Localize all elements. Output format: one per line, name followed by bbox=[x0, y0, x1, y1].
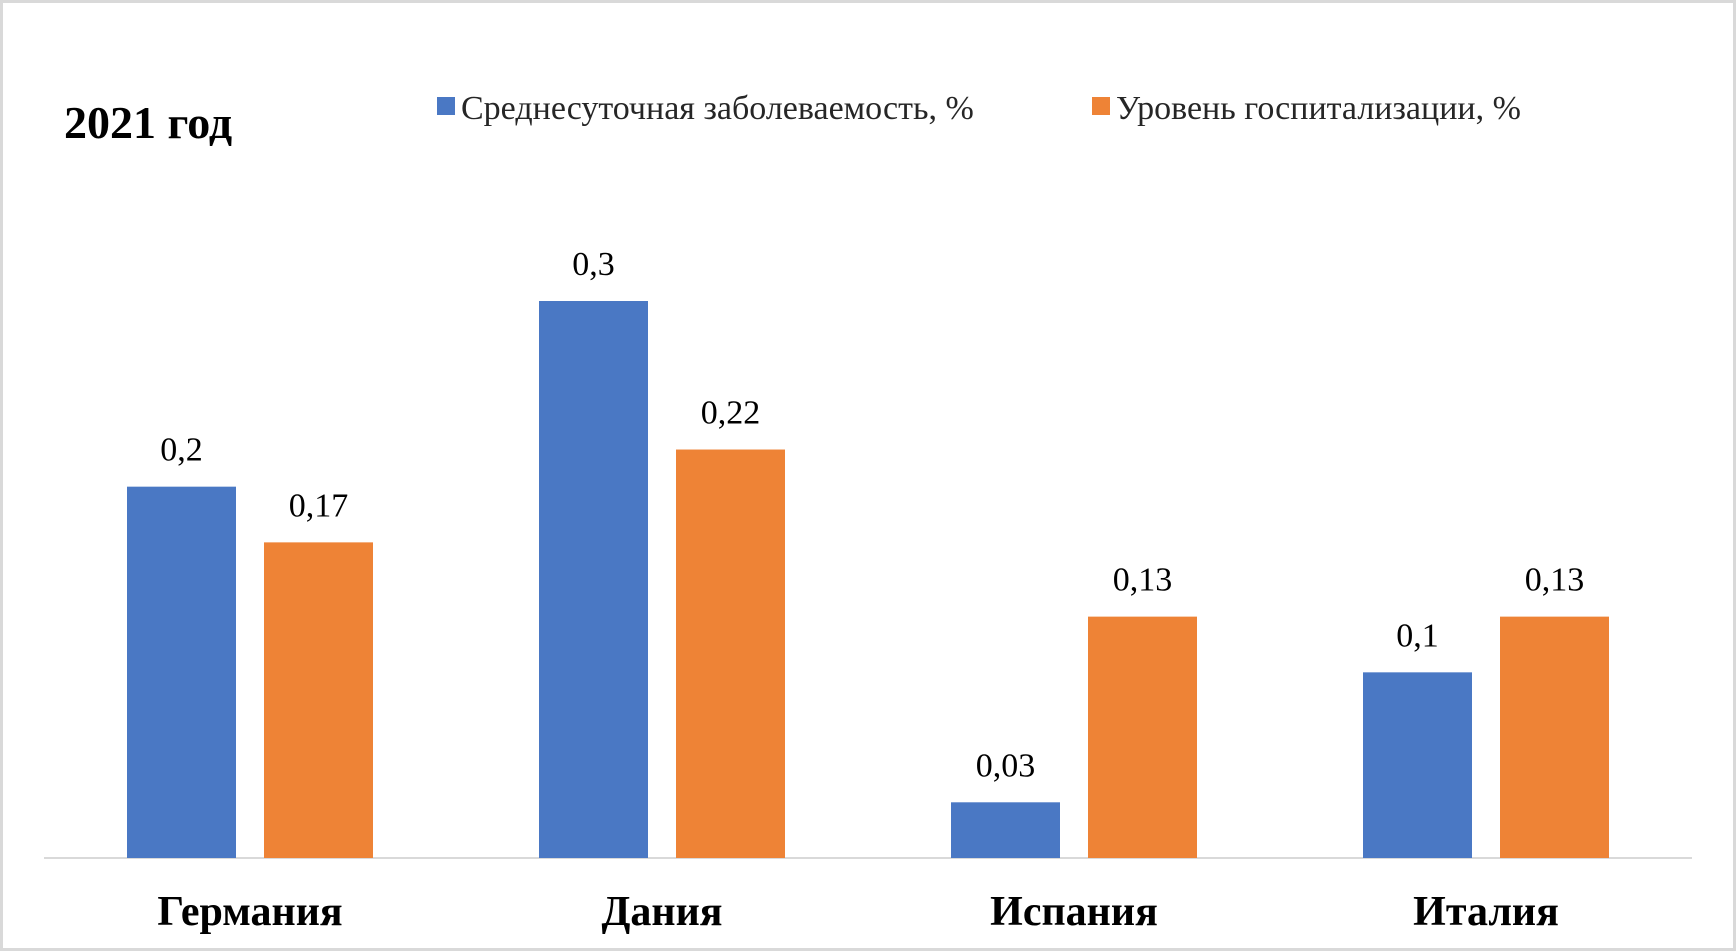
data-label-Дания-series-0: 0,3 bbox=[572, 246, 615, 283]
data-label-Италия-series-1: 0,13 bbox=[1525, 562, 1585, 599]
category-label-3: Италия bbox=[1413, 889, 1559, 935]
category-labels-group: Германия Дания Испания Италия bbox=[157, 889, 1559, 935]
bar-Италия-series-1 bbox=[1500, 616, 1609, 858]
category-label-2: Испания bbox=[990, 889, 1158, 935]
bar-Германия-series-1 bbox=[264, 542, 373, 858]
legend-label-hospitalization: Уровень госпитализации, % bbox=[1116, 90, 1521, 127]
data-label-Германия-series-1: 0,17 bbox=[289, 487, 349, 524]
category-label-0: Германия bbox=[157, 889, 342, 935]
data-label-Германия-series-0: 0,2 bbox=[160, 432, 203, 469]
chart-title: 2021 год bbox=[64, 97, 232, 148]
bar-Испания-series-1 bbox=[1088, 616, 1197, 858]
legend-swatch-incidence bbox=[437, 97, 455, 115]
bar-Дания-series-0 bbox=[539, 301, 648, 858]
bar-Дания-series-1 bbox=[676, 449, 785, 858]
data-labels-group: 0,2 0,17 0,3 0,22 0,03 0,13 0,1 0,13 bbox=[160, 246, 1584, 784]
category-label-1: Дания bbox=[601, 889, 722, 935]
bars-group bbox=[127, 301, 1609, 858]
data-label-Испания-series-0: 0,03 bbox=[976, 747, 1036, 784]
bar-Германия-series-0 bbox=[127, 486, 236, 858]
bar-Испания-series-0 bbox=[951, 802, 1060, 858]
bar-Италия-series-0 bbox=[1363, 672, 1472, 858]
legend: Среднесуточная заболеваемость, % Уровень… bbox=[437, 90, 1521, 127]
data-label-Испания-series-1: 0,13 bbox=[1113, 562, 1173, 599]
data-label-Италия-series-0: 0,1 bbox=[1396, 617, 1439, 654]
legend-label-incidence: Среднесуточная заболеваемость, % bbox=[461, 90, 974, 127]
data-label-Дания-series-1: 0,22 bbox=[701, 395, 761, 432]
legend-swatch-hospitalization bbox=[1092, 97, 1110, 115]
